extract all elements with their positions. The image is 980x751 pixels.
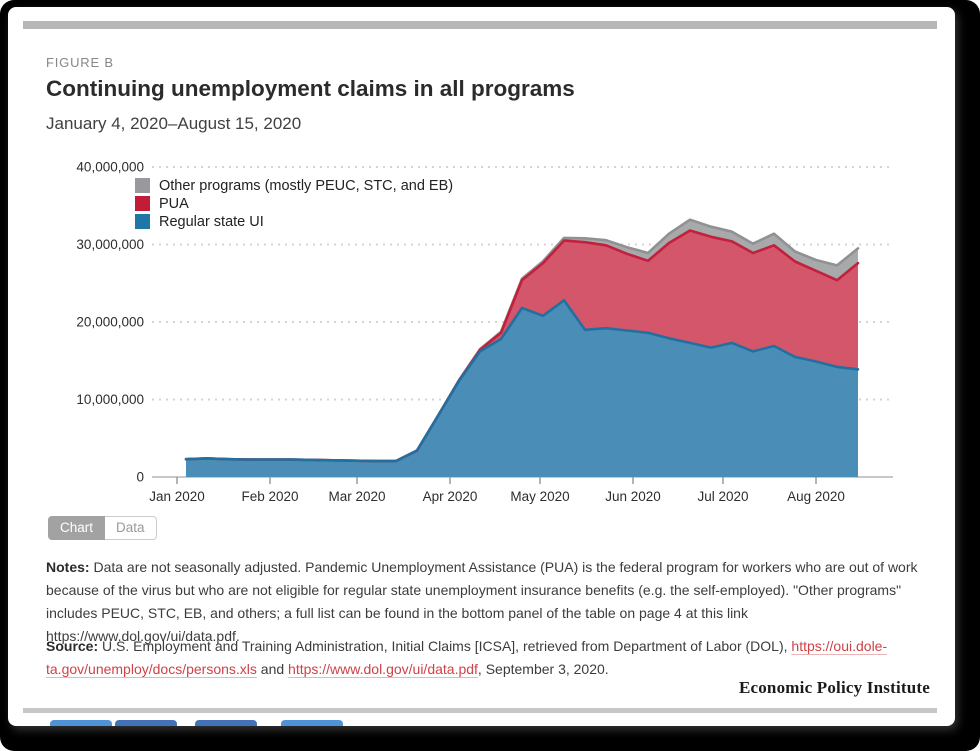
y-axis-tick-label: 10,000,000 <box>76 392 144 407</box>
legend-swatch-icon <box>135 196 150 211</box>
source-text: , September 3, 2020. <box>477 661 609 677</box>
share-button[interactable] <box>50 720 112 726</box>
legend-label: PUA <box>159 195 189 212</box>
chart-legend: Other programs (mostly PEUC, STC, and EB… <box>135 177 454 230</box>
figure-card: FIGURE B Continuing unemployment claims … <box>8 7 955 726</box>
source-paragraph: Source: U.S. Employment and Training Adm… <box>46 635 945 681</box>
notes-text: Data are not seasonally adjusted. Pandem… <box>46 559 918 644</box>
y-axis-tick-label: 0 <box>136 470 144 485</box>
page-title: Continuing unemployment claims in all pr… <box>46 76 575 101</box>
x-axis-tick-label: Feb 2020 <box>241 489 298 504</box>
share-button[interactable] <box>281 720 343 726</box>
notes-paragraph: Notes: Data are not seasonally adjusted.… <box>46 556 945 648</box>
legend-item-regular-state-ui: Regular state UI <box>135 213 453 230</box>
legend-swatch-icon <box>135 178 150 193</box>
legend-label: Other programs (mostly PEUC, STC, and EB… <box>159 177 454 194</box>
x-axis-tick-label: May 2020 <box>510 489 569 504</box>
source-link-data-pdf[interactable]: https://www.dol.gov/ui/data.pdf <box>288 661 478 677</box>
source-text: U.S. Employment and Training Administrat… <box>102 638 792 654</box>
view-toggle: Chart Data <box>48 516 157 540</box>
legend-swatch-icon <box>135 214 150 229</box>
x-axis-tick-label: Jan 2020 <box>149 489 205 504</box>
source-text: and <box>256 661 289 677</box>
epi-logo: Economic Policy Institute <box>738 678 930 697</box>
x-axis-tick-label: Apr 2020 <box>423 489 478 504</box>
x-axis-tick-label: Aug 2020 <box>787 489 845 504</box>
top-divider <box>23 21 937 29</box>
date-range-subtitle: January 4, 2020–August 15, 2020 <box>46 114 302 133</box>
share-button[interactable] <box>115 720 177 726</box>
bottom-divider <box>23 708 937 713</box>
stacked-area-chart: 0 10,000,000 20,000,000 30,000,000 40,000,00… <box>76 160 893 504</box>
y-axis-tick-label: 20,000,000 <box>76 315 144 330</box>
share-button-row <box>8 720 955 726</box>
y-axis-tick-label: 30,000,000 <box>76 237 144 252</box>
source-label: Source: <box>46 638 99 654</box>
y-axis-tick-label: 40,000,000 <box>76 160 144 175</box>
share-button[interactable] <box>195 720 257 726</box>
line-regular-state-ui <box>184 299 860 463</box>
figure-label: FIGURE B <box>46 55 114 70</box>
notes-label: Notes: <box>46 559 90 575</box>
source-link-persons-xls[interactable]: https://oui.dole­ta.gov/unemploy/docs/pe… <box>46 638 888 677</box>
legend-item-other-programs-mostly-peuc-stc-and-eb: Other programs (mostly PEUC, STC, and EB… <box>135 177 454 194</box>
legend-item-pua: PUA <box>135 195 453 212</box>
x-axis-tick-label: Jun 2020 <box>605 489 661 504</box>
x-axis-tick-label: Jul 2020 <box>697 489 748 504</box>
legend-label: Regular state UI <box>159 213 264 230</box>
data-tab[interactable]: Data <box>105 516 157 540</box>
area-regular-state-ui <box>186 300 858 477</box>
x-axis-tick-label: Mar 2020 <box>328 489 385 504</box>
chart-tab[interactable]: Chart <box>48 516 106 540</box>
chart-area: 0 10,000,000 20,000,000 30,000,000 40,000,00… <box>8 150 955 512</box>
